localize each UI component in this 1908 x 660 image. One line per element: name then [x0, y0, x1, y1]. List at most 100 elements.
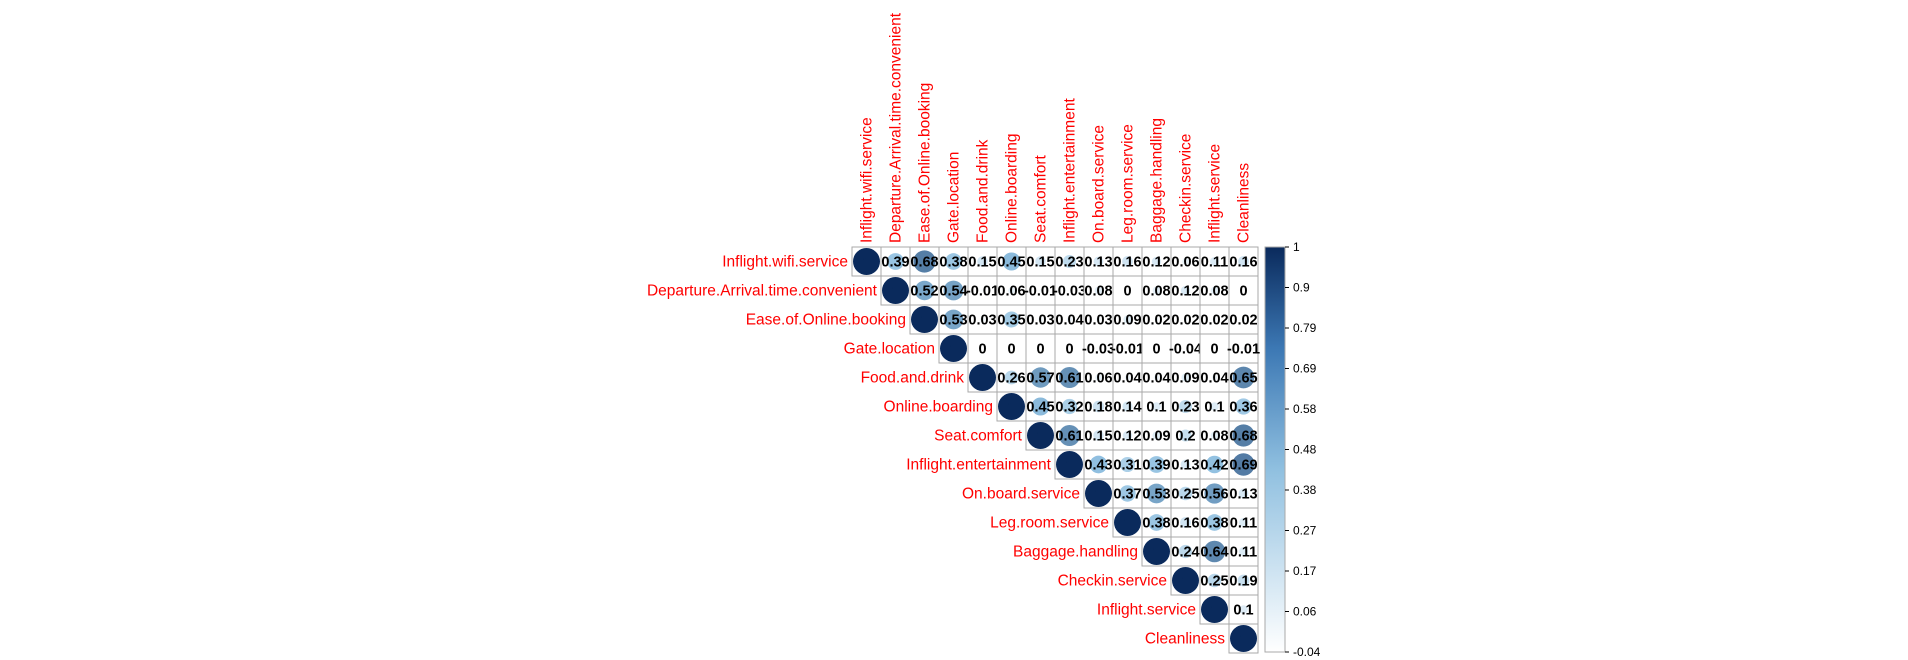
legend-tick-label: 0.9: [1293, 281, 1310, 295]
correlation-circle: [1126, 347, 1129, 350]
column-label: Food.and.drink: [975, 139, 992, 243]
cell-value-label: 0: [978, 342, 986, 358]
correlation-circle: [1122, 401, 1133, 412]
correlation-circle: [1027, 422, 1054, 449]
cell-value-label: 0.61: [1055, 429, 1083, 445]
correlation-circle: [1152, 431, 1161, 440]
cell-value-label: -0.03: [1082, 342, 1115, 358]
correlation-circle: [1180, 459, 1191, 470]
correlation-circle: [1058, 424, 1081, 447]
row-label: Seat.comfort: [934, 428, 1023, 445]
cell-value-label: 0.26: [997, 371, 1025, 387]
cell-value-label: 0.24: [1171, 545, 1199, 561]
correlation-circle: [1030, 367, 1051, 388]
cell-value-label: 0.43: [1084, 458, 1112, 474]
row-label: Cleanliness: [1145, 631, 1225, 648]
correlation-circle: [1004, 370, 1019, 385]
cell-value-label: 0.16: [1171, 516, 1199, 532]
column-label: Leg.room.service: [1120, 124, 1137, 243]
row-label: Food.and.drink: [861, 370, 965, 387]
correlation-circle: [969, 364, 996, 391]
cell-value-label: 0: [1210, 342, 1218, 358]
cell-value-label: 1: [1007, 400, 1015, 416]
cell-value-label: 0.13: [1171, 458, 1199, 474]
column-label: On.board.service: [1091, 125, 1108, 243]
legend-tick-label: 0.69: [1293, 362, 1317, 376]
correlation-circle: [1152, 286, 1161, 295]
correlation-circle: [1232, 366, 1255, 389]
correlation-circle: [1095, 374, 1102, 381]
cell-value-label: 0.39: [881, 255, 909, 271]
correlation-circle: [1180, 285, 1191, 296]
correlation-circle: [1093, 430, 1104, 441]
cell-value-label: 1: [1181, 574, 1189, 590]
cell-value-label: 0.06: [1084, 371, 1112, 387]
correlation-circle: [1092, 400, 1105, 413]
cell-value-label: 1: [862, 255, 870, 271]
row-label: Ease.of.Online.booking: [746, 312, 906, 329]
cell-value-label: 0.38: [1142, 516, 1170, 532]
correlation-circle: [1119, 456, 1136, 473]
cell-value-label: 0.09: [1113, 313, 1141, 329]
cell-value-label: 0.25: [1171, 487, 1199, 503]
row-label: Inflight.entertainment: [906, 457, 1051, 474]
correlation-circle: [1232, 424, 1255, 447]
correlation-circle: [887, 253, 904, 270]
column-label: Inflight.service: [1207, 144, 1224, 243]
correlation-circle: [1148, 456, 1165, 473]
cell-value-label: -0.01: [1024, 284, 1057, 300]
correlation-circle: [1210, 286, 1219, 295]
cell-value-label: 1: [1239, 632, 1247, 648]
cell-value-label: 0.37: [1113, 487, 1141, 503]
cell-box: [1054, 333, 1085, 364]
cell-value-label: 0.57: [1026, 371, 1054, 387]
cell-value-label: 0.68: [910, 255, 938, 271]
correlation-circle: [1094, 286, 1103, 295]
correlation-circle: [1235, 398, 1252, 415]
cell-value-label: 0.04: [1142, 371, 1170, 387]
cell-box: [1025, 333, 1056, 364]
correlation-circle: [998, 393, 1025, 420]
cell-value-label: 0.2: [1175, 429, 1195, 445]
correlation-circle: [1089, 455, 1108, 474]
cell-value-label: 0.61: [1055, 371, 1083, 387]
cell-value-label: 0.25: [1200, 574, 1228, 590]
correlation-circle: [1151, 256, 1162, 267]
cell-value-label: 0.1: [1233, 603, 1253, 619]
correlation-circle: [1096, 346, 1101, 351]
cell-value-label: 1: [978, 371, 986, 387]
cell-value-label: 0.18: [1084, 400, 1112, 416]
correlation-circle: [1124, 374, 1131, 381]
row-label: On.board.service: [962, 486, 1080, 503]
correlation-circle: [914, 280, 935, 301]
column-label: Inflight.entertainment: [1062, 98, 1079, 243]
correlation-circle: [981, 289, 984, 292]
correlation-circle: [1178, 544, 1193, 559]
cell-box: [996, 333, 1027, 364]
correlation-circle: [1035, 256, 1046, 267]
correlation-circle: [1206, 514, 1223, 531]
correlation-circle: [1114, 509, 1141, 536]
correlation-cells: 1 0.39 0.68 0.38 0.15 0.45 0.15 0.23 0.13 0.16 0.1…: [851, 246, 1260, 654]
cell-value-label: 0.42: [1200, 458, 1228, 474]
cell-value-label: 0.08: [1200, 284, 1228, 300]
cell-value-label: 0: [1239, 284, 1247, 300]
correlation-circle: [1122, 430, 1133, 441]
cell-value-label: 0.11: [1230, 545, 1257, 561]
correlation-circle: [1205, 455, 1224, 474]
column-labels: Inflight.wifi.service Departure.Arrival.t…: [859, 12, 1253, 243]
row-label: Checkin.service: [1058, 573, 1167, 590]
correlation-circle: [1239, 547, 1248, 556]
cell-value-label: -0.01: [1111, 342, 1144, 358]
correlation-circle: [1212, 317, 1217, 322]
correlation-circle: [1002, 252, 1021, 271]
cell-value-label: 1: [1123, 516, 1131, 532]
column-label: Seat.comfort: [1033, 154, 1050, 243]
column-label: Ease.of.Online.booking: [917, 83, 934, 243]
column-label: Cleanliness: [1236, 163, 1253, 243]
correlation-circle: [1232, 453, 1255, 476]
cell-value-label: 0.53: [939, 313, 967, 329]
cell-value-label: 0.1: [1204, 400, 1224, 416]
cell-value-label: 0.08: [1142, 284, 1170, 300]
